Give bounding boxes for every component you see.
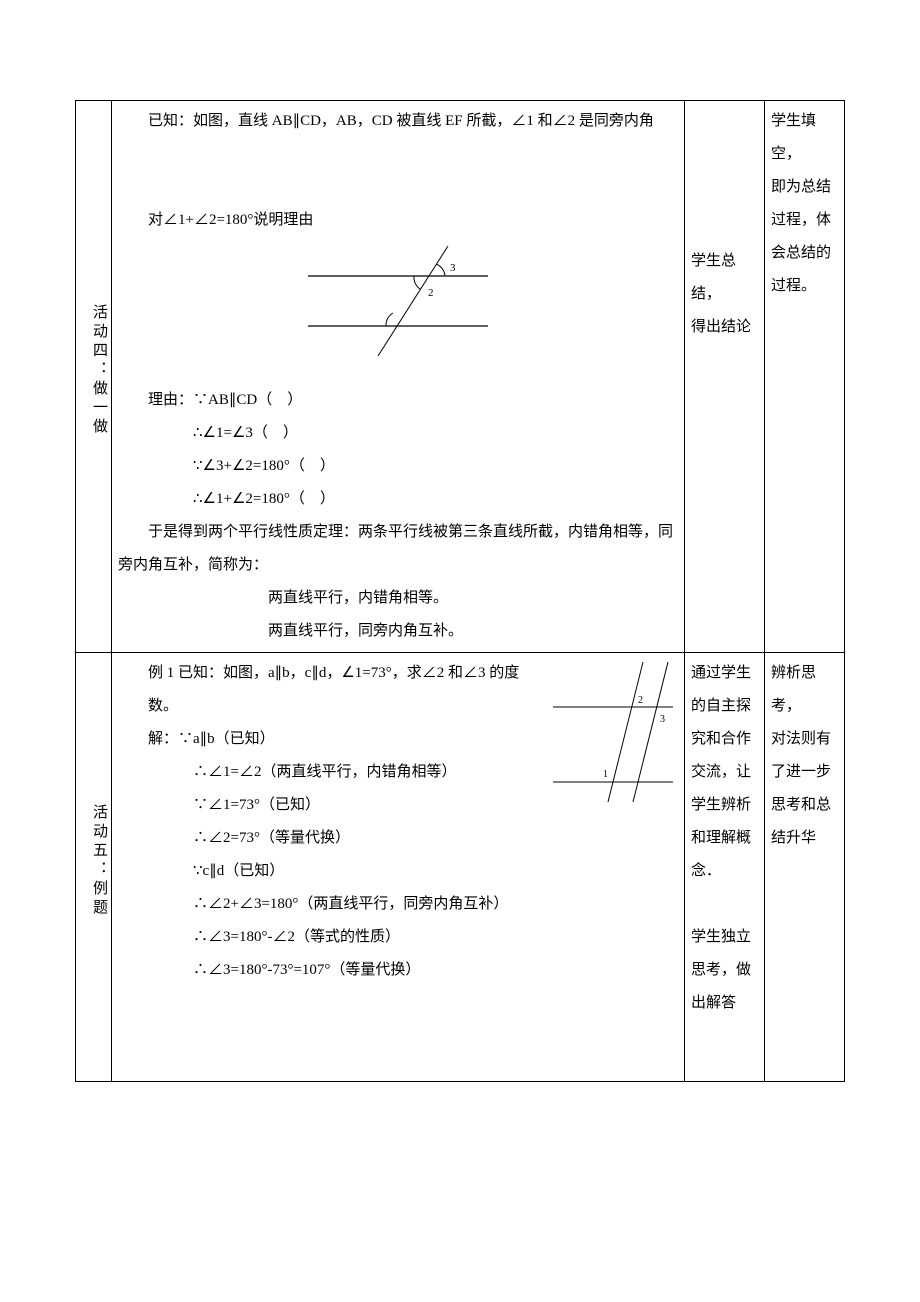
- proof-lead: 理由：∵AB∥CD（ ）: [118, 384, 678, 417]
- right-text: 过程，体: [771, 204, 838, 237]
- mid-text: 通过学生: [691, 657, 758, 690]
- sol-lead-text: 解：: [148, 731, 178, 747]
- content-cell: 已知：如图，直线 AB∥CD，AB，CD 被直线 EF 所截，∠1 和∠2 是同…: [112, 101, 685, 653]
- row-label: 活动四：做一做: [82, 304, 115, 437]
- content-cell: 2 3 1 例 1 已知：如图，a∥b，c∥d，∠1=73°，求∠2 和∠3 的…: [112, 653, 685, 1082]
- proof-line: ∴∠1=∠3（ ）: [118, 417, 678, 450]
- table-row: 活动五：例题 2 3 1 例 1 已知：如图，a∥b，c∥d，∠1=73°，求∠…: [76, 653, 845, 1082]
- mid-text: 交流，让: [691, 756, 758, 789]
- mid-text: 思考，做: [691, 954, 758, 987]
- mid-text: 念．: [691, 855, 758, 888]
- conclusion-line: 两直线平行，内错角相等。: [118, 582, 678, 615]
- row-label-cell: 活动四：做一做: [76, 101, 112, 653]
- mid-text: 究和合作: [691, 723, 758, 756]
- proof-lead-text: 理由：: [148, 392, 193, 408]
- mid-text: 和理解概: [691, 822, 758, 855]
- mid-text: 学生辨析: [691, 789, 758, 822]
- row-label: 活动五：例题: [82, 804, 115, 918]
- right-text: 结升华: [771, 822, 838, 855]
- right-cell: 学生填空， 即为总结 过程，体 会总结的 过程。: [765, 101, 845, 653]
- given-text: 已知：如图，直线 AB∥CD，AB，CD 被直线 EF 所截，∠1 和∠2 是同…: [118, 105, 678, 138]
- angle-3-label: 3: [450, 262, 456, 274]
- conclusion-lead: 于是得到两个平行线性质定理：两条平行线被第三条直线所截，内错角相等，同旁内角互补…: [118, 516, 678, 582]
- proof-line: ∵∠3+∠2=180°（ ）: [118, 450, 678, 483]
- mid-cell: 通过学生 的自主探 究和合作 交流，让 学生辨析 和理解概 念． 学生独立 思考…: [685, 653, 765, 1082]
- sol-line: ∴∠3=180°-73°=107°（等量代换）: [118, 954, 678, 987]
- diagram-1: 3 2: [118, 241, 678, 374]
- angle-2-label: 2: [428, 287, 434, 299]
- mid-text: 出解答: [691, 987, 758, 1020]
- right-text: 思考和总: [771, 789, 838, 822]
- sol-line: ∵a∥b（已知）: [178, 731, 275, 747]
- sol-line: ∵c∥d（已知）: [118, 855, 678, 888]
- page: 活动四：做一做 已知：如图，直线 AB∥CD，AB，CD 被直线 EF 所截，∠…: [0, 0, 920, 1122]
- sol-line: ∴∠2=73°（等量代换）: [118, 822, 678, 855]
- lesson-table: 活动四：做一做 已知：如图，直线 AB∥CD，AB，CD 被直线 EF 所截，∠…: [75, 100, 845, 1082]
- right-text: 学生填空，: [771, 105, 838, 171]
- angle-3-label: 3: [660, 714, 665, 725]
- table-row: 活动四：做一做 已知：如图，直线 AB∥CD，AB，CD 被直线 EF 所截，∠…: [76, 101, 845, 653]
- angle-1-label: 1: [603, 769, 608, 780]
- mid-text: 的自主探: [691, 690, 758, 723]
- right-text: 辨析思考，: [771, 657, 838, 723]
- conclusion-line: 两直线平行，同旁内角互补。: [118, 615, 678, 648]
- angle-2-label: 2: [638, 695, 643, 706]
- mid-text: 学生总结，: [691, 245, 758, 311]
- proof-line: ∵AB∥CD（ ）: [193, 392, 302, 408]
- row-label-cell: 活动五：例题: [76, 653, 112, 1082]
- diagram-2: 2 3 1: [548, 657, 678, 820]
- right-text: 即为总结: [771, 171, 838, 204]
- right-text: 过程。: [771, 270, 838, 303]
- prove-text: 对∠1+∠2=180°说明理由: [118, 204, 678, 237]
- right-cell: 辨析思考， 对法则有 了进一步 思考和总 结升华: [765, 653, 845, 1082]
- right-text: 对法则有: [771, 723, 838, 756]
- proof-line: ∴∠1+∠2=180°（ ）: [118, 483, 678, 516]
- mid-text: 得出结论: [691, 311, 758, 344]
- right-text: 会总结的: [771, 237, 838, 270]
- mid-text: 学生独立: [691, 921, 758, 954]
- right-text: 了进一步: [771, 756, 838, 789]
- mid-cell: 学生总结， 得出结论: [685, 101, 765, 653]
- sol-line: ∴∠2+∠3=180°（两直线平行，同旁内角互补）: [118, 888, 678, 921]
- sol-line: ∴∠3=180°-∠2（等式的性质）: [118, 921, 678, 954]
